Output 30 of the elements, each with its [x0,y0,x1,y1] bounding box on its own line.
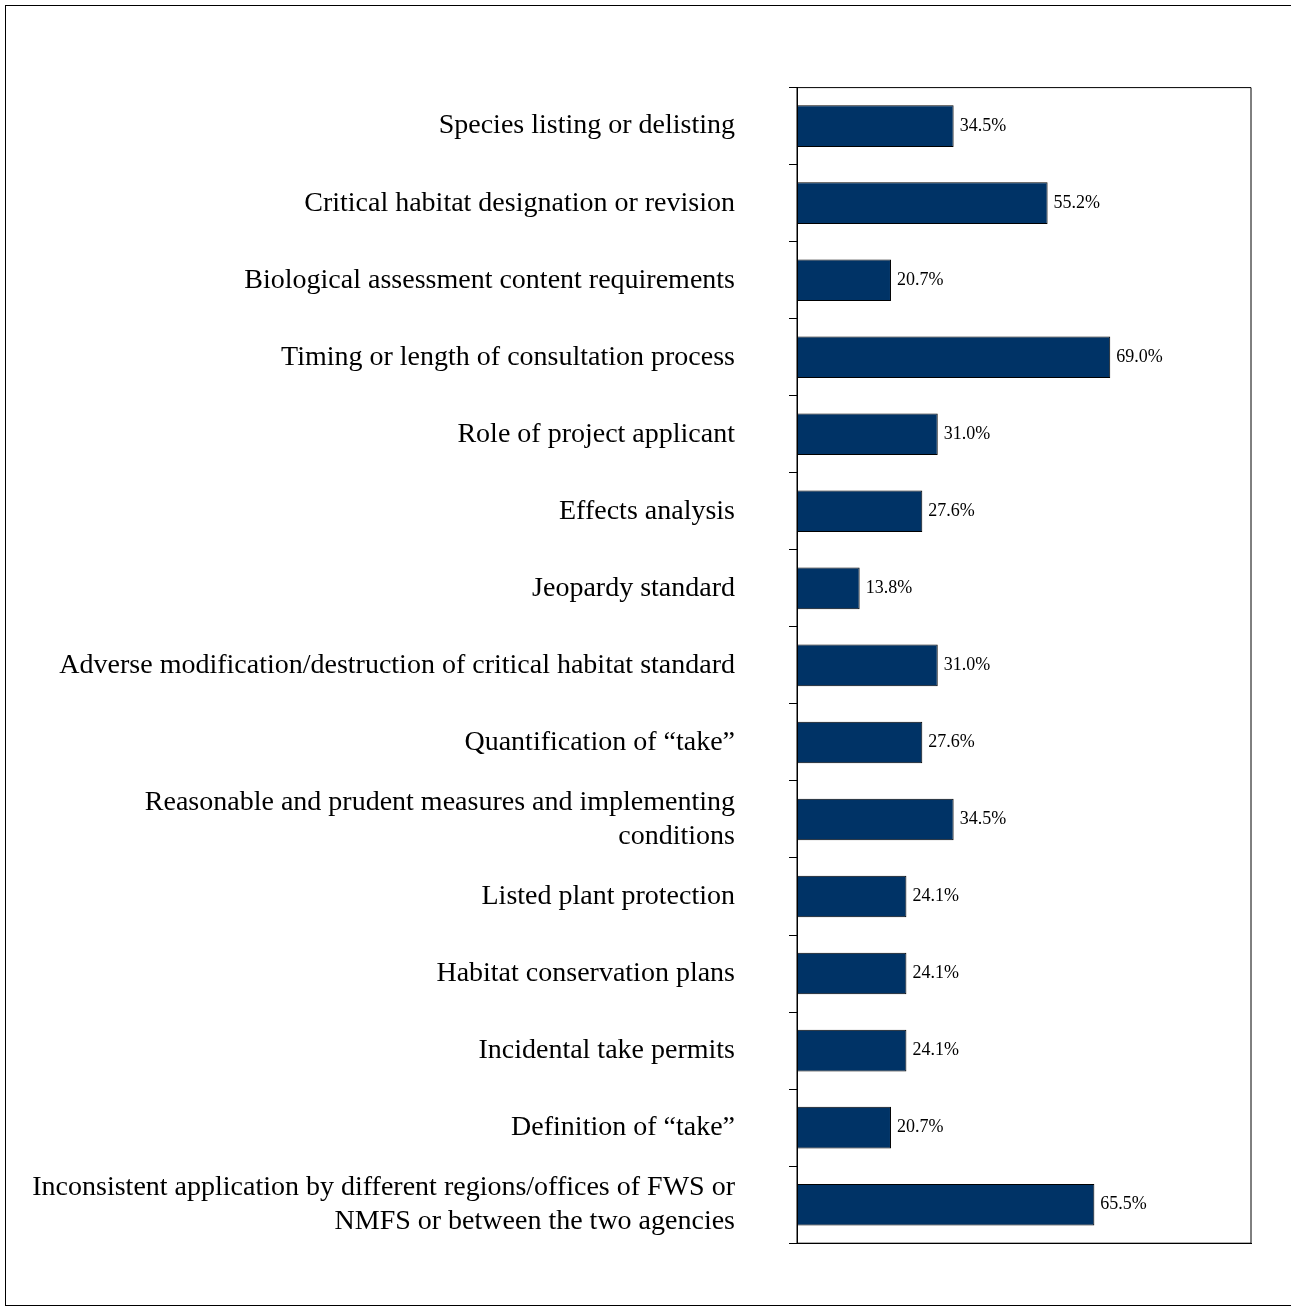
data-label: 34.5% [959,808,1007,829]
data-label: 24.1% [912,1039,959,1060]
data-label: 20.7% [896,268,944,289]
y-tick-label: Biological assessment content requirements [244,262,735,294]
y-tick-label: Incidental take permits [478,1032,735,1064]
y-tick-label: Adverse modification/destruction of critical habitat standard [59,647,735,679]
y-tick-label: Quantification of “take” [464,724,735,756]
y-tick-label: Listed plant protection [481,878,735,910]
data-label: 34.5% [959,114,1007,135]
data-label: 13.8% [865,577,913,598]
data-label: 65.5% [1100,1193,1147,1214]
y-tick-label: Jeopardy standard [532,570,735,602]
y-tick-label: Role of project applicant [457,416,736,448]
data-label: 27.6% [928,731,975,752]
y-tick-label: Effects analysis [559,493,735,525]
data-label: 24.1% [912,962,959,983]
y-tick-label: Critical habitat designation or revision [304,185,735,217]
data-label: 69.0% [1116,345,1163,366]
data-label: 31.0% [943,654,991,675]
data-label: 20.7% [896,1116,944,1137]
data-label: 31.0% [943,423,991,444]
y-tick-label: Species listing or delisting [438,108,735,140]
data-label: 24.1% [912,885,959,906]
y-tick-label: Timing or length of consultation process [281,339,735,371]
y-tick-label: Reasonable and prudent measures and implementing conditions [144,785,735,850]
y-tick-label: Definition of “take” [511,1110,735,1141]
data-label: 55.2% [1053,191,1101,212]
y-tick-label: Inconsistent application by different regions/offices of FWS or NMFS or between the two agencies [32,1170,736,1235]
data-label: 27.6% [928,500,975,521]
y-tick-label: Habitat conservation plans [436,955,735,987]
